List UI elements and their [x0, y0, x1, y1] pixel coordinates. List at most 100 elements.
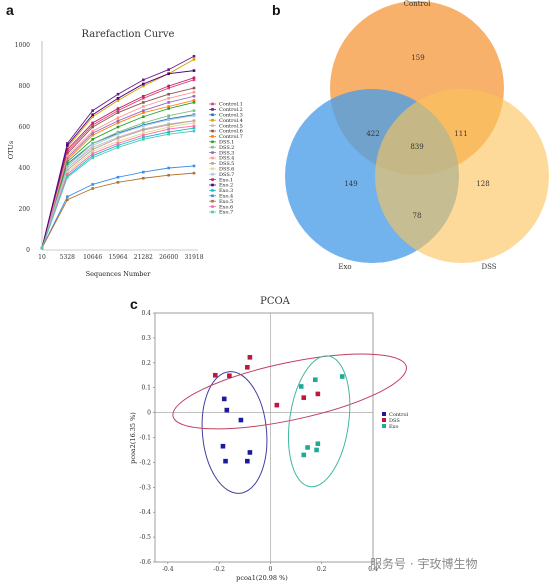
pcoa-y-tick-label: -0.3	[139, 484, 151, 491]
pcoa-point-control	[220, 443, 226, 449]
rarefaction-title: Rarefaction Curve	[82, 29, 175, 40]
pcoa-legend-marker	[382, 424, 386, 428]
rarefaction-legend-marker	[211, 140, 214, 144]
rarefaction-point	[167, 132, 170, 136]
rarefaction-x-label: Sequences Number	[86, 270, 152, 278]
rarefaction-legend-marker	[211, 194, 214, 198]
rarefaction-point	[66, 154, 69, 157]
rarefaction-point	[66, 148, 69, 151]
rarefaction-point	[167, 92, 170, 96]
venn-count-control-exo: 422	[366, 130, 379, 138]
rarefaction-point	[142, 124, 145, 128]
rarefaction-point	[40, 246, 44, 250]
rarefaction-legend-marker	[211, 178, 214, 181]
rarefaction-point	[167, 125, 170, 129]
rarefaction-legend-marker	[211, 135, 214, 138]
rarefaction-legend-label: Exo.7	[219, 210, 233, 216]
rarefaction-legend-label: DSS.7	[219, 172, 234, 178]
rarefaction-point	[91, 152, 94, 155]
venn-count-control-only: 159	[411, 54, 424, 62]
rarefaction-point	[116, 181, 120, 184]
rarefaction-legend-marker	[211, 124, 214, 127]
rarefaction-legend-marker	[211, 189, 214, 192]
rarefaction-point	[66, 150, 69, 153]
rarefaction-point	[167, 114, 170, 118]
rarefaction-point	[192, 171, 196, 175]
rarefaction-point	[167, 166, 170, 170]
rarefaction-point	[91, 183, 94, 186]
rarefaction-point	[91, 146, 94, 149]
rarefaction-point	[91, 129, 94, 133]
rarefaction-point	[192, 58, 196, 61]
pcoa-legend-marker	[382, 412, 386, 416]
rarefaction-point	[66, 168, 69, 172]
venn-count-control-dss: 111	[454, 130, 467, 138]
rarefaction-point	[91, 144, 94, 147]
pcoa-point-dss	[274, 402, 280, 408]
rarefaction-point	[116, 121, 120, 125]
rarefaction-legend-label: DSS.6	[219, 167, 234, 173]
panel-a-letter: a	[6, 2, 14, 18]
rarefaction-point	[142, 176, 145, 180]
rarefaction-point	[91, 142, 94, 145]
rarefaction-legend-label: DSS.2	[219, 145, 234, 151]
rarefaction-point	[142, 121, 145, 125]
pcoa-point-control	[247, 450, 253, 455]
rarefaction-point	[66, 198, 69, 202]
rarefaction-point	[142, 82, 145, 86]
rarefaction-x-tick-label: 26600	[159, 254, 178, 261]
rarefaction-legend-marker	[211, 151, 214, 154]
rarefaction-legend-marker	[211, 199, 214, 203]
rarefaction-legend-label: Exo.4	[219, 194, 233, 200]
rarefaction-point	[66, 172, 69, 176]
rarefaction-legend-label: Exo.5	[219, 199, 233, 205]
rarefaction-point	[192, 119, 196, 123]
pcoa-y-tick-label: -0.5	[139, 534, 151, 541]
rarefaction-point	[116, 146, 120, 149]
pcoa-point-dss	[247, 355, 253, 360]
rarefaction-point	[167, 127, 170, 131]
rarefaction-point	[91, 150, 94, 153]
rarefaction-point	[192, 164, 196, 168]
panel-b-letter: b	[272, 2, 281, 18]
venn-set-label-control: Control	[404, 0, 431, 8]
rarefaction-legend-marker	[211, 205, 214, 208]
rarefaction-point	[116, 92, 120, 96]
pcoa-y-tick-label: -0.6	[139, 559, 151, 566]
rarefaction-point	[142, 138, 145, 141]
pcoa-y-tick-label: 0.2	[141, 360, 151, 367]
rarefaction-legend-label: Exo.2	[219, 183, 233, 189]
pcoa-y-tick-label: 0	[147, 410, 151, 417]
rarefaction-x-tick-label: 10646	[83, 254, 102, 261]
watermark-text: 服务号 · 宇玫博生物	[370, 557, 478, 571]
rarefaction-point	[192, 99, 196, 102]
rarefaction-point	[91, 125, 94, 129]
pcoa-plot-frame	[154, 312, 374, 563]
rarefaction-y-tick-label: 0	[26, 247, 30, 254]
rarefaction-point	[167, 84, 170, 88]
pcoa-point-control	[224, 407, 230, 413]
pcoa-point-control	[238, 417, 244, 423]
rarefaction-x-tick-label: 31918	[184, 254, 203, 261]
rarefaction-point	[167, 101, 170, 104]
pcoa-x-tick-label: 0	[268, 566, 272, 573]
rarefaction-point	[142, 111, 145, 114]
venn-set-label-dss: DSS	[481, 263, 496, 271]
rarefaction-legend-label: Control.4	[219, 118, 243, 124]
rarefaction-legend-marker	[211, 172, 214, 176]
rarefaction-legend-marker	[211, 129, 214, 133]
rarefaction-point	[91, 115, 94, 119]
pcoa-point-dss	[227, 373, 232, 379]
rarefaction-point	[91, 123, 94, 127]
pcoa-legend-marker	[382, 418, 386, 422]
pcoa-point-control	[245, 458, 250, 464]
rarefaction-point	[66, 170, 69, 174]
rarefaction-point	[142, 94, 145, 98]
pcoa-legend-label: Exo	[389, 424, 398, 430]
rarefaction-legend-label: Control.5	[219, 123, 243, 129]
rarefaction-point	[91, 187, 94, 190]
rarefaction-point	[116, 107, 120, 110]
pcoa-ellipse-control	[201, 371, 268, 494]
pcoa-point-exo	[339, 374, 345, 379]
